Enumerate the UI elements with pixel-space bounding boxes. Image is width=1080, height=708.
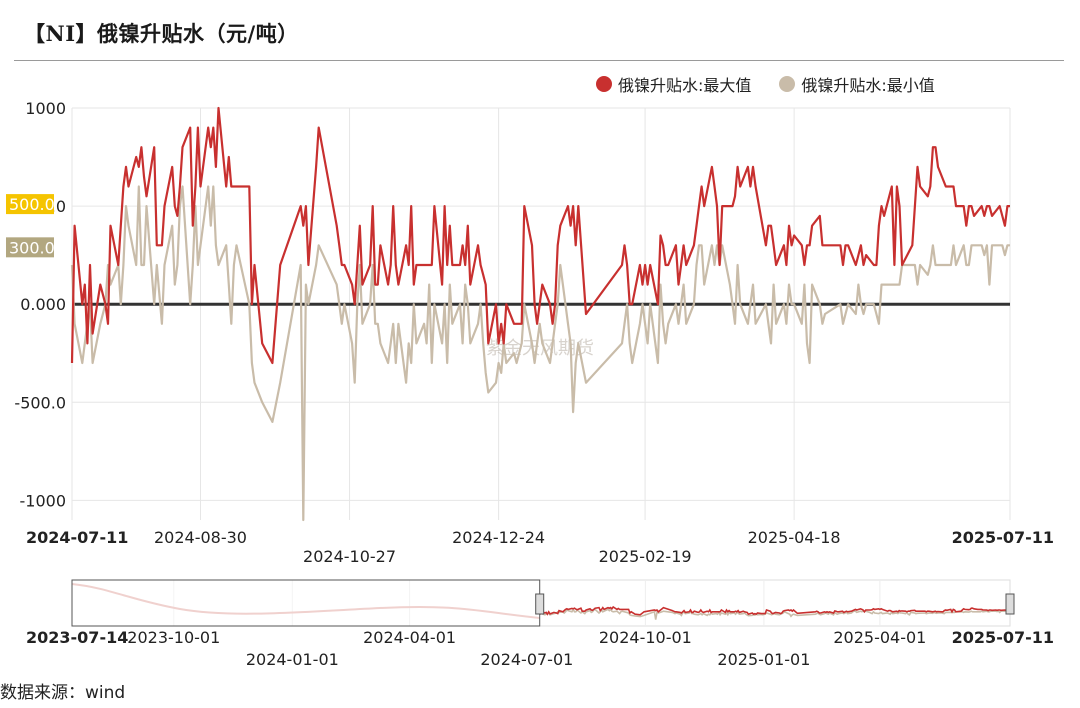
legend-dot-min	[779, 76, 796, 92]
series-line-max	[70, 106, 1010, 365]
x-tick-label: 2025-07-11	[952, 528, 1054, 547]
navigator-handle-right[interactable]	[1005, 593, 1015, 615]
last-value-badge-label: 500.0	[9, 195, 55, 214]
x-tick-label: 2024-12-24	[452, 528, 545, 547]
legend: 俄镍升贴水:最大值 俄镍升贴水:最小值	[596, 72, 935, 96]
data-source: 数据来源：wind	[0, 683, 126, 703]
last-value-badge-label: 300.0	[9, 238, 55, 257]
last-value-badge	[6, 237, 54, 258]
navigator-tick-label: 2024-01-01	[246, 650, 339, 669]
navigator-tick-label: 2023-10-01	[127, 628, 220, 647]
navigator-line-min	[539, 607, 1010, 620]
y-tick-label: 1000	[25, 99, 66, 118]
x-tick-label: 2025-04-18	[748, 528, 841, 547]
navigator-tick-label: 2024-04-01	[363, 628, 456, 647]
navigator-tick-label: 2025-07-11	[952, 628, 1054, 647]
last-value-badge	[6, 194, 54, 215]
series-line-min	[70, 185, 1010, 522]
legend-label-min: 俄镍升贴水:最小值	[801, 76, 935, 95]
chart-title: 【NI】俄镍升贴水（元/吨）	[24, 21, 299, 46]
x-tick-label: 2024-10-27	[303, 547, 396, 566]
navigator-tick-label: 2024-10-01	[599, 628, 692, 647]
y-tick-label: 0.000	[20, 295, 66, 314]
navigator-unselected-area	[71, 579, 541, 627]
navigator-tick-label: 2024-07-01	[480, 650, 573, 669]
title-divider	[14, 60, 1064, 61]
legend-dot-max	[596, 76, 612, 92]
legend-item-min[interactable]: 俄镍升贴水:最小值	[779, 72, 935, 96]
y-tick-label: -500.0	[14, 393, 66, 412]
y-tick-label: -1000	[20, 491, 67, 510]
x-tick-label: 2025-02-19	[599, 547, 692, 566]
navigator-handle-left[interactable]	[535, 593, 545, 615]
navigator-tick-label: 2025-01-01	[717, 650, 810, 669]
legend-label-max: 俄镍升贴水:最大值	[618, 76, 752, 95]
x-tick-label: 2024-08-30	[154, 528, 247, 547]
navigator-tick-label: 2025-04-01	[833, 628, 926, 647]
navigator-line-max	[538, 605, 1010, 616]
navigator-history-line	[71, 583, 540, 619]
legend-item-max[interactable]: 俄镍升贴水:最大值	[596, 72, 751, 96]
navigator-tick-label: 2023-07-14	[26, 628, 128, 647]
x-tick-label: 2024-07-11	[26, 528, 128, 547]
